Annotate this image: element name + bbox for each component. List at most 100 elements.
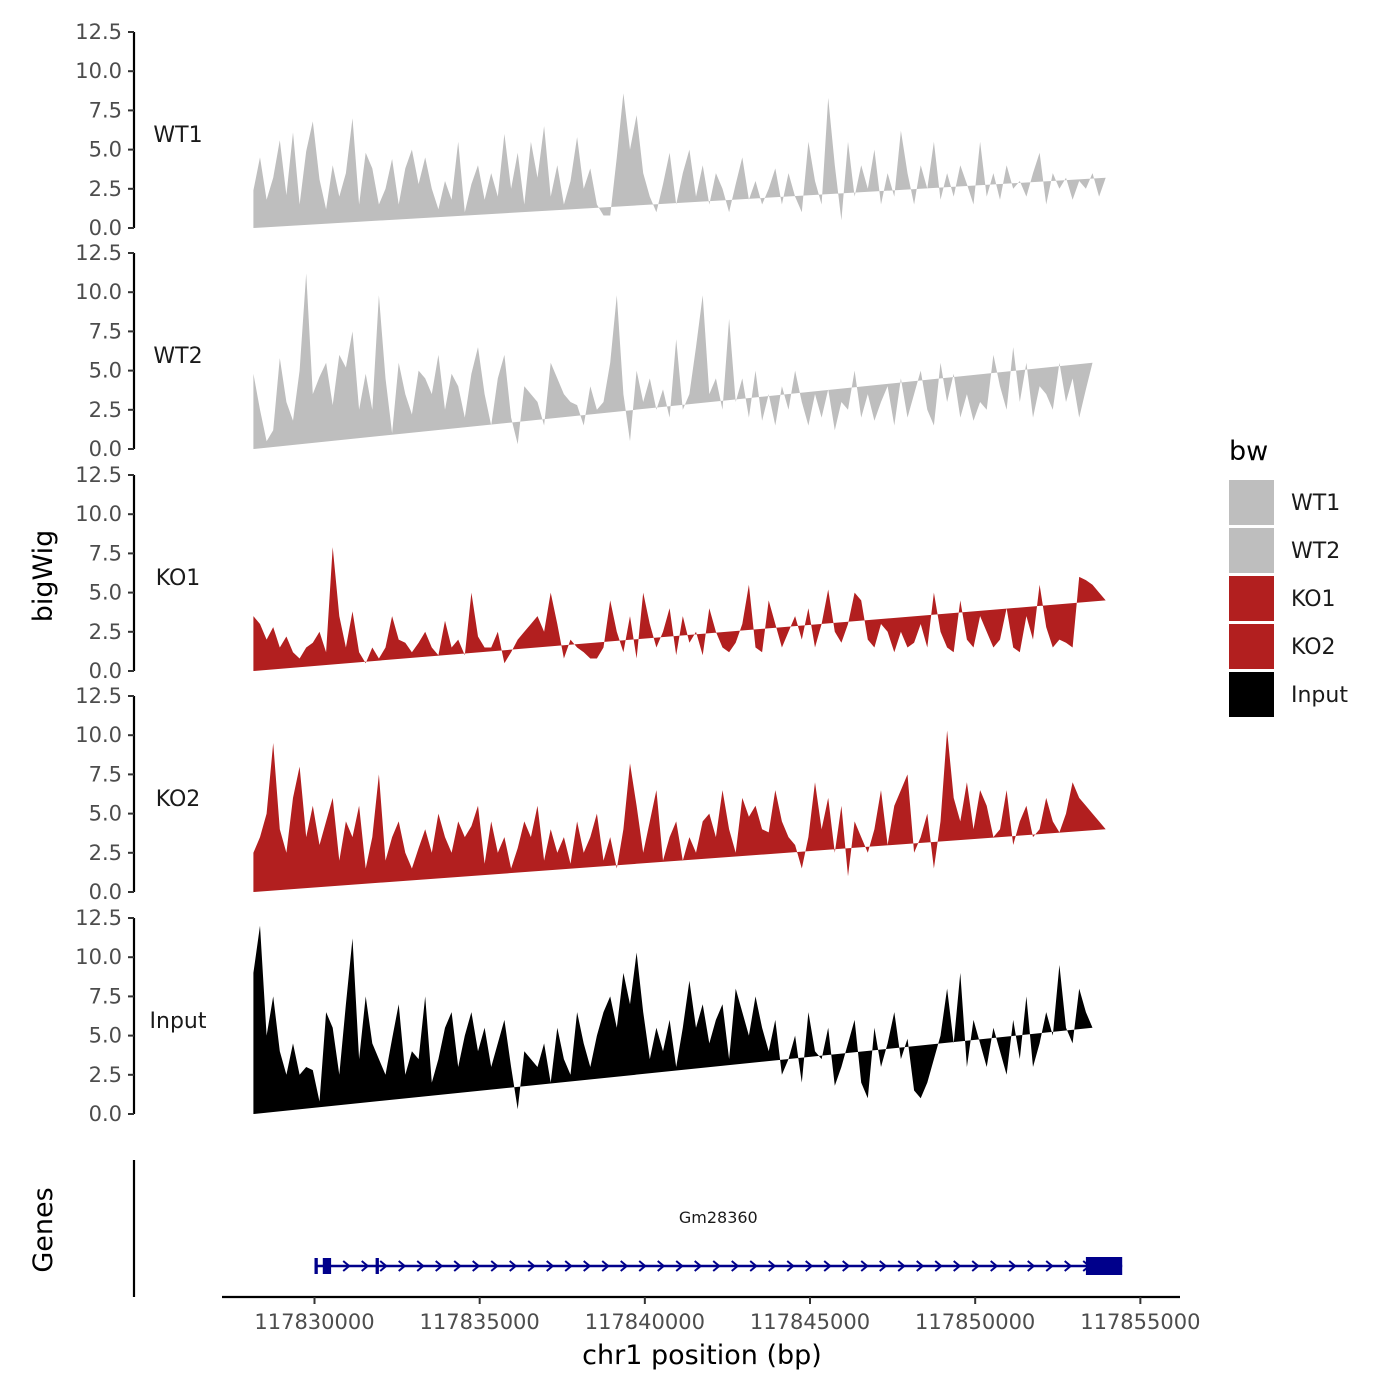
y-tick-label: 2.5 <box>89 1063 122 1087</box>
strand-arrow <box>712 1260 721 1272</box>
track-input: 0.0 2.5 5.0 7.5 10.0 12.5 Input <box>75 906 1093 1126</box>
y-tick-label: 0.0 <box>89 659 122 683</box>
legend-swatch <box>1229 624 1274 669</box>
strand-arrow <box>786 1260 795 1272</box>
strand-arrow <box>694 1260 703 1272</box>
y-tick-label: 2.5 <box>89 620 122 644</box>
legend-label: Input <box>1291 683 1348 708</box>
y-tick-label: 12.5 <box>75 684 122 708</box>
strand-arrow <box>971 1260 980 1272</box>
gene-name-label: Gm28360 <box>679 1208 758 1227</box>
y-tick-label: 10.0 <box>75 59 122 83</box>
y-tick-label: 7.5 <box>89 762 122 786</box>
y-tick-label: 0.0 <box>89 437 122 461</box>
strand-arrow <box>897 1260 906 1272</box>
track-ko1: 0.0 2.5 5.0 7.5 10.0 12.5 KO1 <box>75 463 1106 683</box>
strand-arrow <box>546 1260 555 1272</box>
strand-arrow <box>749 1260 758 1272</box>
y-tick-label: 7.5 <box>89 98 122 122</box>
y-tick-label: 10.0 <box>75 945 122 969</box>
strand-arrow <box>564 1260 573 1272</box>
y-tick-label: 5.0 <box>89 581 122 605</box>
strand-arrow <box>379 1260 388 1272</box>
x-tick-label: 117845000 <box>750 1310 870 1334</box>
strand-arrow <box>1008 1260 1017 1272</box>
legend-title: bw <box>1229 436 1268 467</box>
track-wt2: 0.0 2.5 5.0 7.5 10.0 12.5 WT2 <box>75 241 1093 461</box>
track-ko2: 0.0 2.5 5.0 7.5 10.0 12.5 KO2 <box>75 684 1106 904</box>
x-tick-label: 117850000 <box>915 1310 1035 1334</box>
strand-arrow <box>768 1260 777 1272</box>
strand-arrow <box>472 1260 481 1272</box>
y-tick-label: 7.5 <box>89 984 122 1008</box>
legend-label: WT2 <box>1291 539 1340 564</box>
legend-label: WT1 <box>1291 491 1340 516</box>
strand-arrow <box>638 1260 647 1272</box>
strand-arrow <box>934 1260 943 1272</box>
strand-arrow <box>583 1260 592 1272</box>
y-tick-label: 5.0 <box>89 359 122 383</box>
strand-arrow <box>1027 1260 1036 1272</box>
strand-arrow <box>675 1260 684 1272</box>
area-wt2 <box>253 273 1093 449</box>
strand-arrow <box>1045 1260 1054 1272</box>
legend-swatch <box>1229 576 1274 621</box>
track-label: WT1 <box>153 123 202 148</box>
area-wt1 <box>253 93 1106 228</box>
y-tick-label: 7.5 <box>89 319 122 343</box>
strand-arrow <box>398 1260 407 1272</box>
x-tick-label: 117835000 <box>420 1310 540 1334</box>
legend: bw WT1 WT2 KO1 KO2 Input <box>1229 436 1348 717</box>
y-tick-label: 12.5 <box>75 906 122 930</box>
y-tick-label: 5.0 <box>89 1024 122 1048</box>
y-tick-label: 7.5 <box>89 541 122 565</box>
strand-arrow <box>823 1260 832 1272</box>
x-tick-label: 117840000 <box>585 1310 705 1334</box>
strand-arrow <box>657 1260 666 1272</box>
legend-swatch <box>1229 672 1274 717</box>
gene-exon <box>375 1258 379 1274</box>
x-axis-title: chr1 position (bp) <box>582 1340 822 1371</box>
y-tick-label: 0.0 <box>89 216 122 240</box>
y-tick-label: 12.5 <box>75 241 122 265</box>
area-ko2 <box>253 730 1106 892</box>
strand-arrow <box>879 1260 888 1272</box>
strand-arrow <box>490 1260 499 1272</box>
strand-arrow <box>842 1260 851 1272</box>
y-tick-label: 2.5 <box>89 841 122 865</box>
y-tick-label: 10.0 <box>75 280 122 304</box>
strand-arrow <box>435 1260 444 1272</box>
area-input <box>253 925 1093 1114</box>
y-tick-label: 12.5 <box>75 463 122 487</box>
strand-arrow <box>731 1260 740 1272</box>
area-ko1 <box>253 547 1106 671</box>
y-tick-label: 2.5 <box>89 398 122 422</box>
strand-arrow <box>416 1260 425 1272</box>
track-label: KO1 <box>156 566 201 591</box>
legend-swatch <box>1229 480 1274 525</box>
legend-label: KO2 <box>1291 635 1336 660</box>
strand-arrow <box>916 1260 925 1272</box>
strand-arrow <box>453 1260 462 1272</box>
strand-arrow <box>1064 1260 1073 1272</box>
strand-arrow <box>361 1260 370 1272</box>
y-tick-label: 10.0 <box>75 502 122 526</box>
gene-axis-title: Genes <box>28 1187 59 1272</box>
strand-arrow <box>953 1260 962 1272</box>
strand-arrow <box>509 1260 518 1272</box>
y-tick-label: 2.5 <box>89 177 122 201</box>
gene-track: Gm28360 <box>132 1160 1123 1297</box>
y-tick-label: 0.0 <box>89 1102 122 1126</box>
x-tick-label: 117830000 <box>254 1310 374 1334</box>
legend-swatch <box>1229 528 1274 573</box>
strand-arrow <box>620 1260 629 1272</box>
strand-arrow <box>860 1260 869 1272</box>
track-label: WT2 <box>153 344 202 369</box>
track-label: KO2 <box>156 787 201 812</box>
gene-exon <box>314 1258 318 1274</box>
legend-label: KO1 <box>1291 587 1336 612</box>
track-wt1: 0.0 2.5 5.0 7.5 10.0 12.5 WT1 <box>75 20 1106 240</box>
gene-exon <box>322 1258 332 1274</box>
strand-arrow <box>342 1260 351 1272</box>
